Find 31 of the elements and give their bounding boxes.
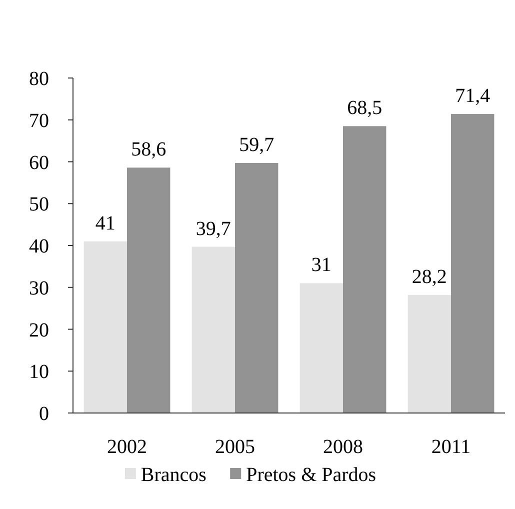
x-tick-label: 2011 xyxy=(431,436,471,458)
bar xyxy=(84,241,127,413)
data-label: 58,6 xyxy=(131,138,166,161)
y-tick-label: 40 xyxy=(29,236,49,258)
data-label: 59,7 xyxy=(239,134,274,156)
y-tick-label: 10 xyxy=(29,361,49,384)
bar xyxy=(235,163,278,413)
x-tick-label: 2002 xyxy=(107,436,147,458)
legend-label: Brancos xyxy=(140,464,207,486)
data-label: 41 xyxy=(95,212,116,234)
x-tick-label: 2005 xyxy=(215,436,255,458)
bar xyxy=(343,126,386,413)
bar xyxy=(451,114,494,413)
y-tick-label: 80 xyxy=(29,68,49,90)
y-tick-label: 70 xyxy=(29,110,49,132)
y-tick-label: 0 xyxy=(39,403,49,425)
y-tick-label: 30 xyxy=(29,277,49,300)
data-label: 28,2 xyxy=(412,266,447,288)
bar xyxy=(127,168,170,413)
y-tick-label: 50 xyxy=(29,194,49,216)
bar xyxy=(408,294,451,413)
legend-label: Pretos & Pardos xyxy=(246,464,376,486)
data-label: 68,5 xyxy=(347,97,382,120)
data-label: 71,4 xyxy=(455,85,490,108)
x-tick-label: 2008 xyxy=(323,436,363,458)
data-label: 31 xyxy=(311,254,332,276)
bar xyxy=(300,283,343,413)
bar xyxy=(192,246,235,413)
y-tick-label: 60 xyxy=(29,152,49,174)
data-label: 39,7 xyxy=(196,218,231,240)
y-tick-label: 20 xyxy=(29,319,49,342)
